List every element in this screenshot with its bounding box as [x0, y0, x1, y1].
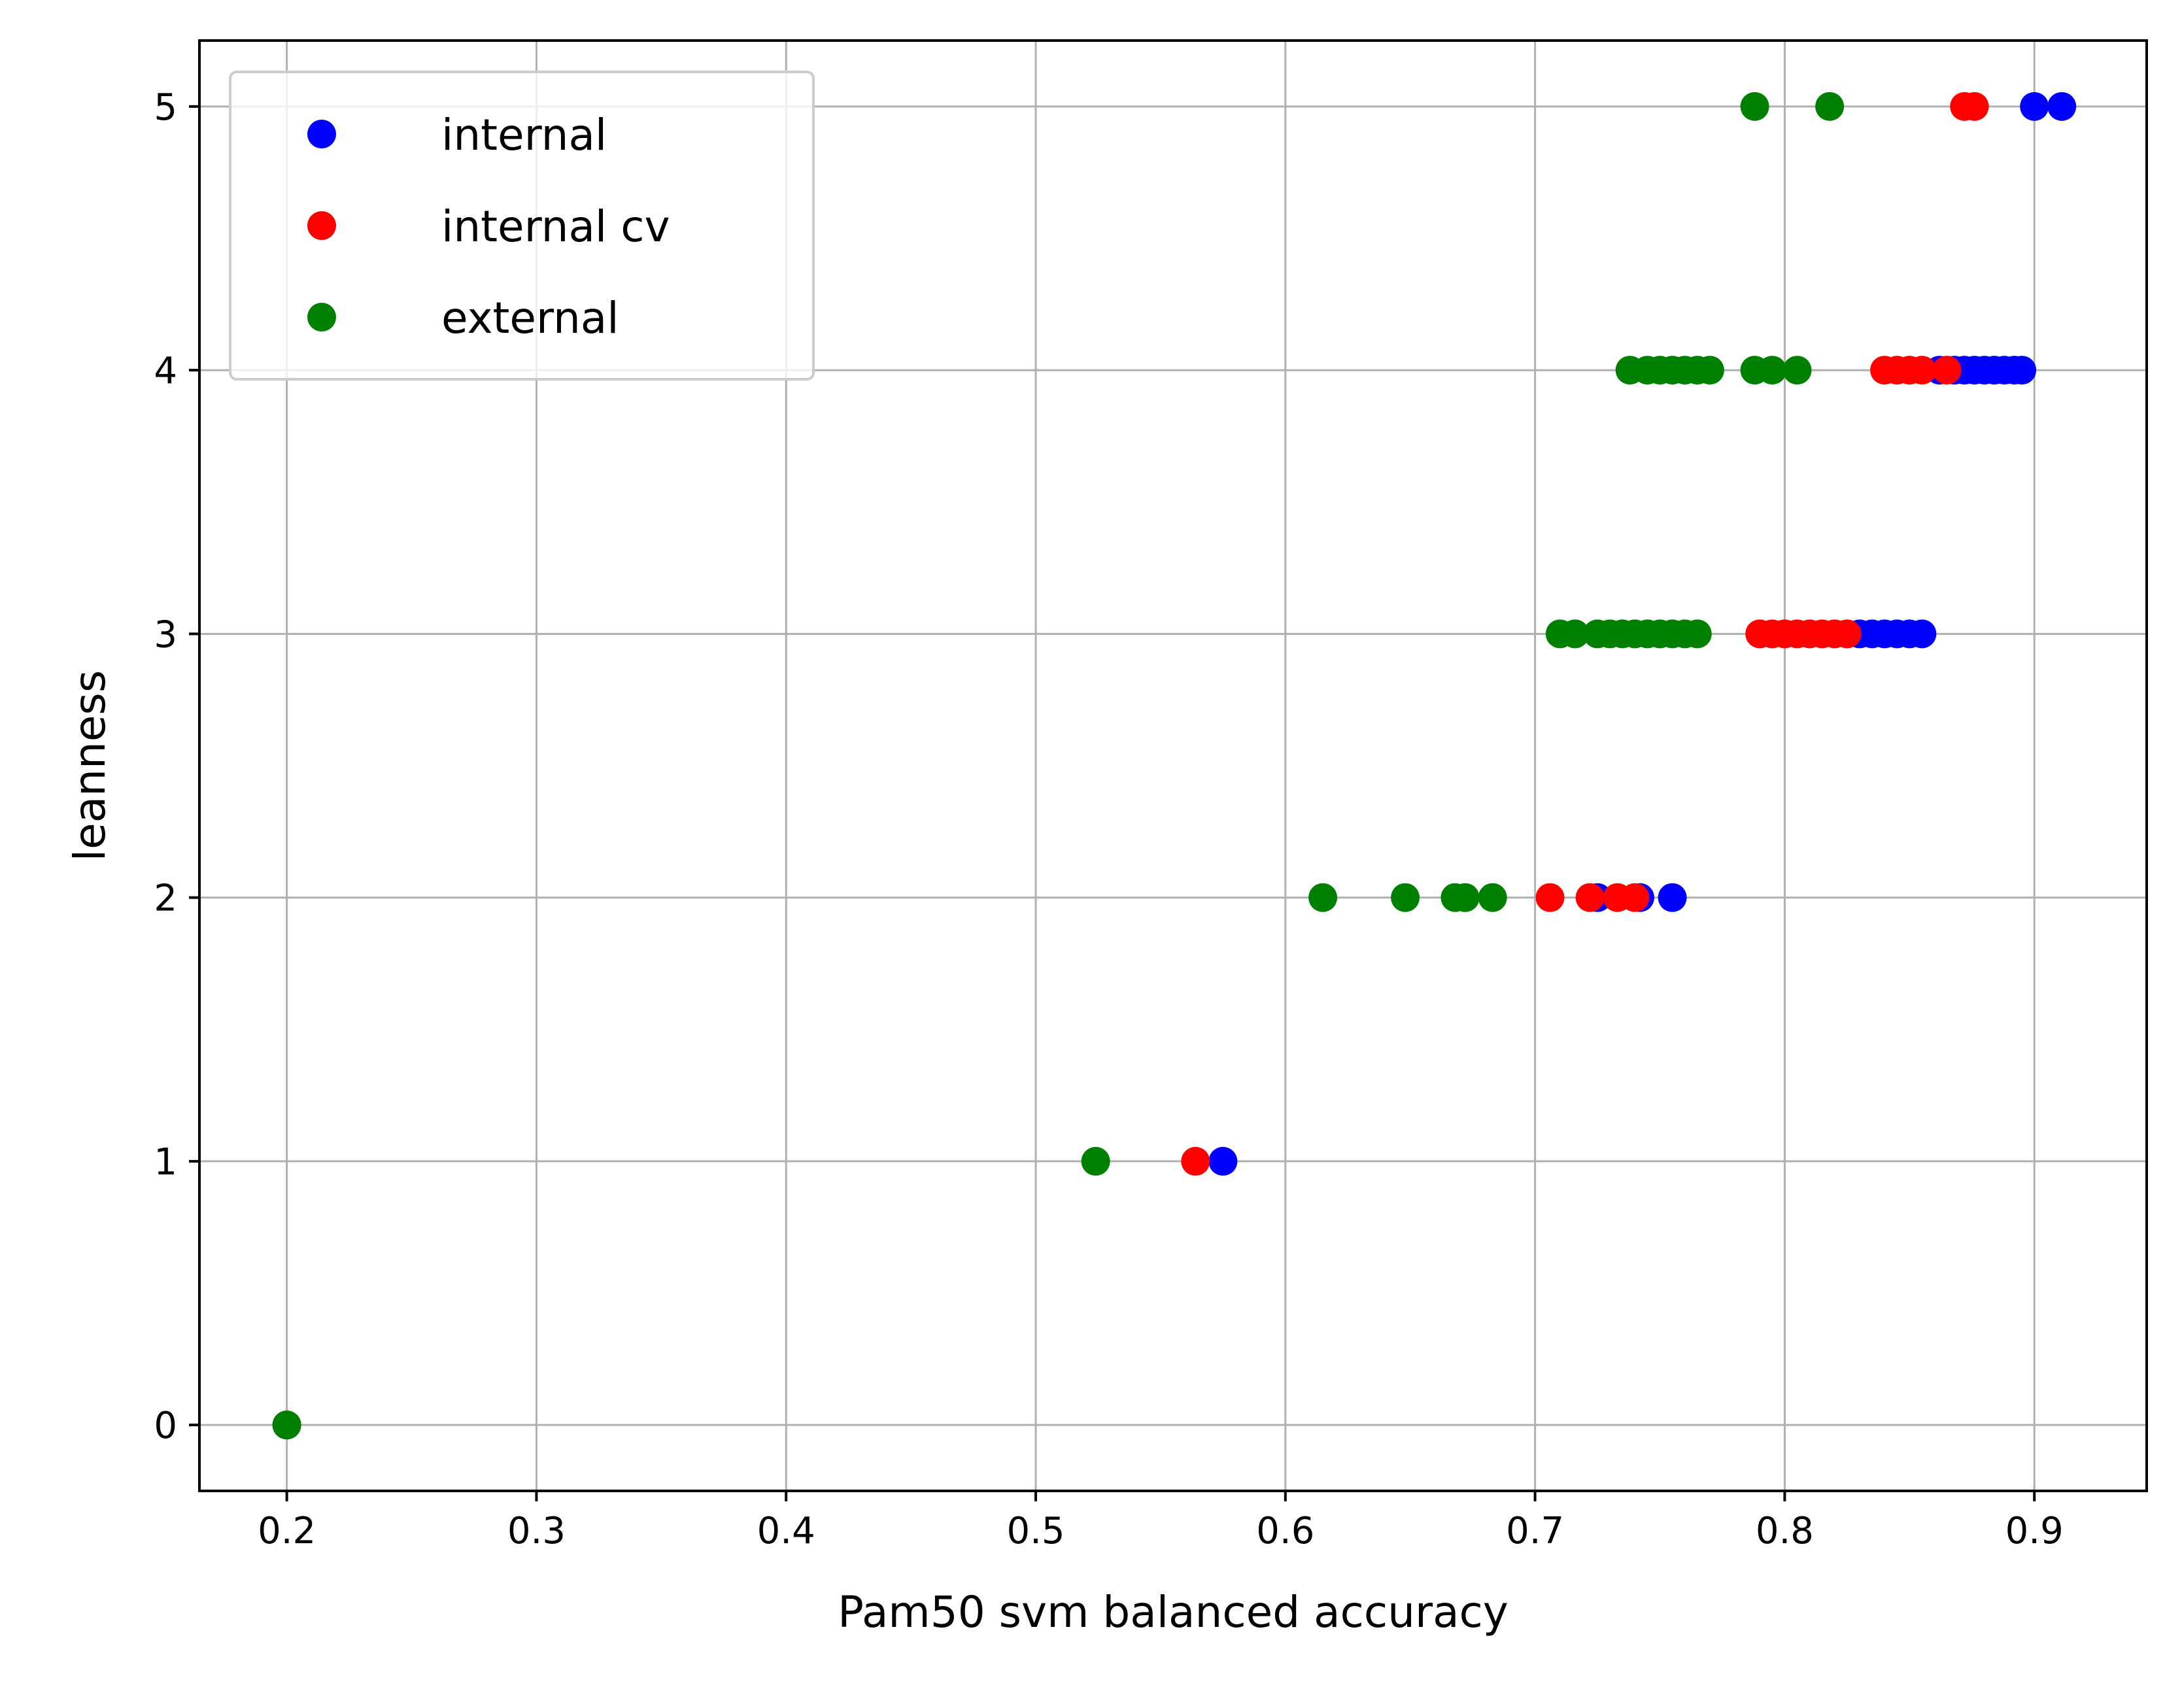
legend-label: internal: [441, 110, 607, 160]
data-point: [1740, 92, 1769, 121]
legend-label: external: [441, 293, 619, 343]
legend-item: internal: [307, 110, 607, 160]
x-tick-label: 0.9: [2005, 1510, 2064, 1552]
legend-item: external: [307, 293, 619, 343]
series-external: [272, 92, 1845, 1440]
data-point: [1815, 92, 1845, 121]
data-points: [272, 92, 2077, 1440]
x-tick-label: 0.3: [507, 1510, 566, 1552]
data-point: [1758, 356, 1787, 385]
y-tick-label: 5: [154, 86, 177, 129]
data-point: [1535, 883, 1565, 912]
data-point: [272, 1410, 301, 1440]
data-point: [1932, 356, 1962, 385]
y-tick-label: 3: [154, 613, 177, 656]
y-tick-label: 1: [154, 1141, 177, 1184]
data-point: [1181, 1146, 1210, 1176]
data-point: [1575, 883, 1605, 912]
data-point: [1391, 883, 1420, 912]
data-point: [2020, 92, 2049, 121]
plot-frame: [198, 39, 2148, 1492]
y-tick-label: 2: [154, 878, 177, 920]
data-point: [1782, 356, 1812, 385]
legend-box: [229, 71, 815, 381]
series-internal-cv: [272, 92, 1989, 1440]
data-point: [1658, 883, 1687, 912]
y-axis-label: leanness: [65, 670, 115, 861]
data-point: [2047, 92, 2077, 121]
x-tick-label: 0.2: [258, 1510, 316, 1552]
data-point: [1560, 619, 1590, 649]
x-tick-label: 0.8: [1756, 1510, 1814, 1552]
legend-label: internal cv: [441, 201, 670, 252]
data-point: [1478, 883, 1507, 912]
legend-marker: [307, 211, 336, 240]
x-tick-label: 0.4: [757, 1510, 815, 1552]
x-axis-label: Pam50 svm balanced accuracy: [838, 1587, 1509, 1637]
x-tick-label: 0.6: [1256, 1510, 1314, 1552]
data-point: [1695, 356, 1724, 385]
x-tick-label: 0.5: [1006, 1510, 1065, 1552]
y-tick-label: 4: [154, 350, 177, 392]
data-point: [1450, 883, 1480, 912]
data-point: [1208, 1146, 1238, 1176]
data-point: [1620, 883, 1650, 912]
x-tick-label: 0.7: [1506, 1510, 1564, 1552]
legend-marker: [307, 303, 336, 332]
data-point: [1081, 1146, 1110, 1176]
legend-item: internal cv: [307, 201, 670, 252]
data-point: [1907, 619, 1937, 649]
data-point: [2007, 356, 2037, 385]
legend: internal internal cv external: [229, 71, 815, 381]
data-point: [1308, 883, 1338, 912]
legend-marker: [307, 120, 336, 148]
data-point: [1907, 356, 1937, 385]
y-tick-label: 0: [154, 1405, 177, 1447]
data-point: [1832, 619, 1862, 649]
axis-ticks: 0.2 0.3 0.4 0.5 0.6 0.7 0.8 0.9 0 1 2 3 4 5: [154, 86, 2063, 1552]
data-point: [1682, 619, 1712, 649]
data-point: [1960, 92, 1989, 121]
